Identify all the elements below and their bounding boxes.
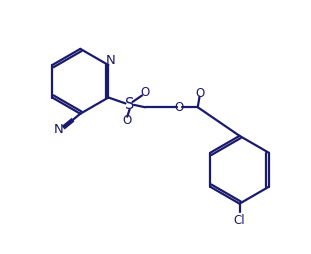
Text: O: O [196, 87, 205, 100]
Text: O: O [140, 86, 150, 99]
Text: Cl: Cl [234, 214, 245, 227]
Text: O: O [123, 114, 132, 127]
Text: S: S [125, 97, 134, 112]
Text: O: O [175, 101, 184, 114]
Text: N: N [54, 123, 64, 136]
Text: N: N [106, 54, 116, 67]
